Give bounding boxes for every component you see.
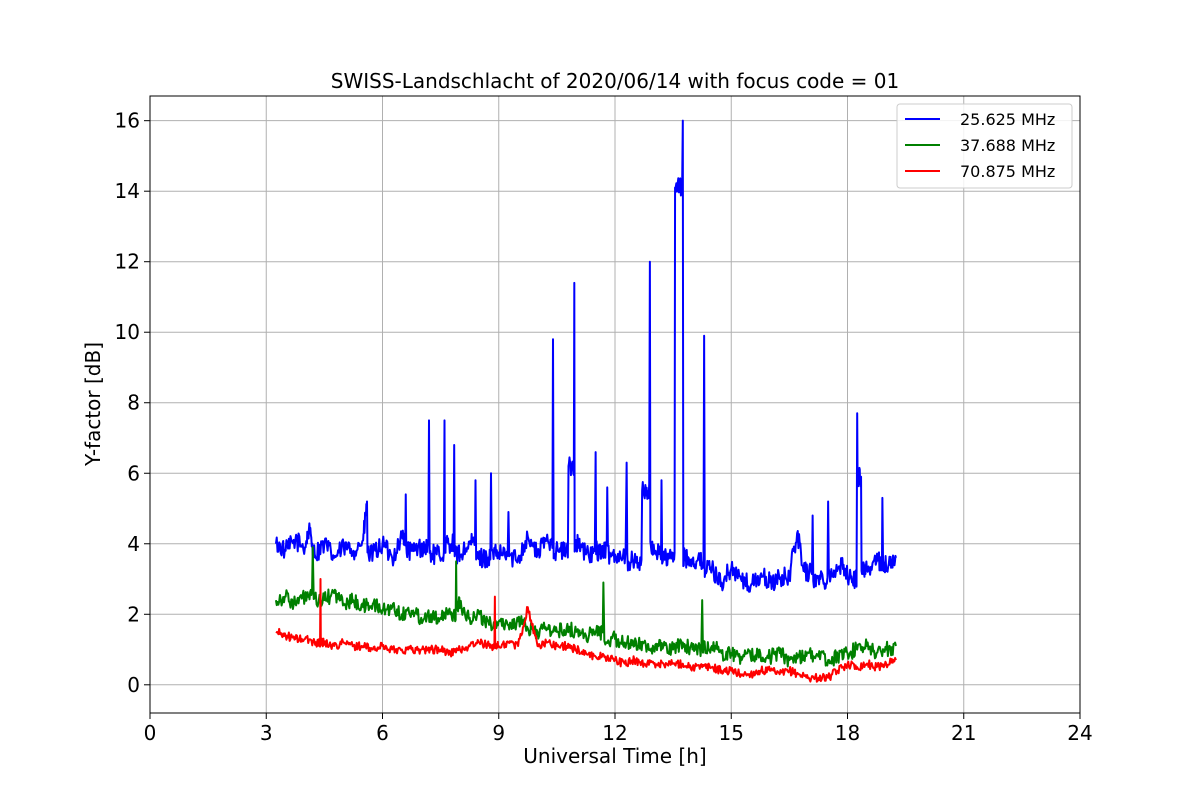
x-tick-label: 3 [260, 721, 273, 745]
x-axis-label: Universal Time [h] [523, 744, 706, 768]
y-tick-label: 8 [127, 391, 140, 415]
y-tick-label: 4 [127, 532, 140, 556]
series-line-0 [274, 119, 897, 593]
x-tick-label: 15 [719, 721, 744, 745]
legend-label: 37.688 MHz [960, 136, 1055, 155]
y-tick-label: 0 [127, 673, 140, 697]
legend-label: 70.875 MHz [960, 162, 1055, 181]
legend: 25.625 MHz 37.688 MHz 70.875 MHz [896, 103, 1073, 189]
y-tick-label: 2 [127, 602, 140, 626]
x-tick-label: 6 [376, 721, 389, 745]
y-tick-label: 14 [115, 179, 140, 203]
series-line-2 [275, 578, 897, 683]
x-tick-label: 21 [951, 721, 976, 745]
chart-title: SWISS-Landschlacht of 2020/06/14 with fo… [331, 69, 899, 93]
y-axis-label: Y-factor [dB] [81, 342, 105, 467]
y-tick-label: 6 [127, 461, 140, 485]
y-tick-label: 10 [115, 320, 140, 344]
x-tick-label: 18 [835, 721, 860, 745]
x-tick-label: 24 [1067, 721, 1092, 745]
grid-lines [149, 96, 1081, 713]
series-layer [274, 119, 897, 683]
series-line-1 [274, 546, 897, 668]
legend-box [896, 103, 1073, 189]
legend-label: 25.625 MHz [960, 110, 1055, 129]
y-tick-label: 16 [115, 109, 140, 133]
x-tick-label: 0 [144, 721, 157, 745]
y-tick-label: 12 [115, 250, 140, 274]
x-tick-label: 9 [492, 721, 505, 745]
x-tick-label: 12 [602, 721, 627, 745]
